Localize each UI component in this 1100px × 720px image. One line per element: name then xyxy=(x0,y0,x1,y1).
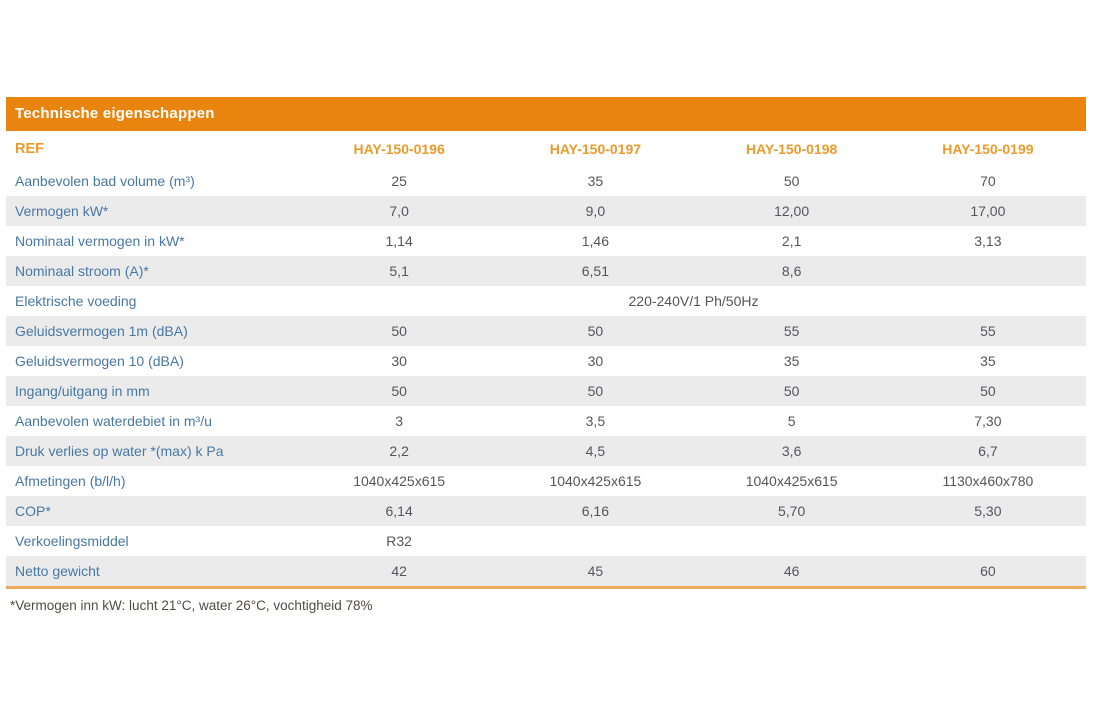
row-value: 5,1 xyxy=(389,263,409,279)
table-row: Ingang/uitgang in mm 50 50 50 50 xyxy=(6,376,1086,406)
row-value: 55 xyxy=(980,323,996,339)
row-label: COP* xyxy=(15,503,51,519)
table-body: Aanbevolen bad volume (m³) 25 35 50 70 Vermog… xyxy=(6,166,1086,586)
table-row: Netto gewicht 42 45 46 60 xyxy=(6,556,1086,586)
row-label: Druk verlies op water *(max) k Pa xyxy=(15,443,224,459)
row-value: 42 xyxy=(391,563,407,579)
row-value: 2,2 xyxy=(389,443,409,459)
column-header: HAY-150-0198 xyxy=(745,140,838,157)
table-row: Verkoelingsmiddel R32 xyxy=(6,526,1086,556)
row-label: Elektrische voeding xyxy=(15,293,137,309)
row-value-span: 220-240V/1 Ph/50Hz xyxy=(628,293,759,309)
row-value: 1040x425x615 xyxy=(745,473,838,489)
row-value: 2,1 xyxy=(781,233,802,249)
table-row: Nominaal stroom (A)* 5,1 6,51 8,6 xyxy=(6,256,1086,286)
table-row: Aanbevolen bad volume (m³) 25 35 50 70 xyxy=(6,166,1086,196)
row-value: 1130x460x780 xyxy=(942,473,1034,489)
row-value: 35 xyxy=(587,173,604,189)
table-row: COP* 6,14 6,16 5,70 5,30 xyxy=(6,496,1086,526)
row-value: 55 xyxy=(783,323,800,339)
row-value: 6,51 xyxy=(581,263,609,279)
row-label: Verkoelingsmiddel xyxy=(15,533,129,549)
table-row: Vermogen kW* 7,0 9,0 12,00 17,00 xyxy=(6,196,1086,226)
row-value: 1,14 xyxy=(385,233,413,249)
row-value: 1040x425x615 xyxy=(353,473,446,489)
row-value: 60 xyxy=(980,563,996,579)
row-value: 50 xyxy=(980,383,996,399)
table-row: Geluidsvermogen 1m (dBA) 50 50 55 55 xyxy=(6,316,1086,346)
row-label: Afmetingen (b/l/h) xyxy=(15,473,126,489)
row-value: 5,70 xyxy=(778,503,806,519)
row-value: 46 xyxy=(783,563,800,579)
row-value: 3,5 xyxy=(585,413,606,429)
table-row: Afmetingen (b/l/h) 1040x425x615 1040x425x6… xyxy=(6,466,1086,496)
table-title-bar: Technische eigenschappen xyxy=(6,97,1086,131)
table-title: Technische eigenschappen xyxy=(15,105,215,122)
row-value: 6,16 xyxy=(581,503,609,519)
row-value: 50 xyxy=(391,323,407,339)
row-label: Geluidsvermogen 10 (dBA) xyxy=(15,353,184,369)
row-value: 3 xyxy=(395,413,404,429)
row-label: Ingang/uitgang in mm xyxy=(15,383,150,399)
row-value: 6,7 xyxy=(978,443,998,459)
row-value: 50 xyxy=(587,323,604,339)
row-value: 1040x425x615 xyxy=(549,473,642,489)
row-value: 7,30 xyxy=(974,413,1002,429)
row-value: R32 xyxy=(386,533,412,549)
row-value: 50 xyxy=(783,173,800,189)
row-value: 5 xyxy=(787,413,796,429)
row-value: 12,00 xyxy=(774,203,810,219)
footnote: *Vermogen inn kW: lucht 21°C, water 26°C… xyxy=(10,598,373,613)
ref-header: REF xyxy=(15,140,44,157)
column-header: HAY-150-0197 xyxy=(549,140,642,157)
row-label: Aanbevolen bad volume (m³) xyxy=(15,173,195,189)
row-value: 25 xyxy=(391,173,407,189)
column-header: HAY-150-0196 xyxy=(353,140,445,157)
row-value: 45 xyxy=(587,563,604,579)
row-value: 70 xyxy=(980,173,996,189)
row-label: Vermogen kW* xyxy=(15,203,109,219)
table-header-row: REF HAY-150-0196 HAY-150-0197 HAY-150-0198… xyxy=(6,131,1086,166)
row-value: 30 xyxy=(391,353,407,369)
row-value: 9,0 xyxy=(585,203,606,219)
row-value: 6,14 xyxy=(385,503,413,519)
row-value: 35 xyxy=(980,353,996,369)
row-value: 50 xyxy=(391,383,407,399)
table-row: Elektrische voeding 220-240V/1 Ph/50Hz xyxy=(6,286,1086,316)
row-label: Nominaal stroom (A)* xyxy=(15,263,149,279)
table-row: Aanbevolen waterdebiet in m³/u 3 3,5 5 7,30 xyxy=(6,406,1086,436)
row-value: 17,00 xyxy=(970,203,1006,219)
row-value: 50 xyxy=(587,383,604,399)
table-row: Nominaal vermogen in kW* 1,14 1,46 2,1 3,13 xyxy=(6,226,1086,256)
row-label: Netto gewicht xyxy=(15,563,100,579)
table-row: Geluidsvermogen 10 (dBA) 30 30 35 35 xyxy=(6,346,1086,376)
row-label: Nominaal vermogen in kW* xyxy=(15,233,185,249)
row-label: Aanbevolen waterdebiet in m³/u xyxy=(15,413,212,429)
row-value: 4,5 xyxy=(585,443,606,459)
row-value: 3,13 xyxy=(974,233,1002,249)
column-header: HAY-150-0199 xyxy=(942,140,1034,157)
row-value: 35 xyxy=(783,353,800,369)
row-value: 30 xyxy=(587,353,604,369)
technical-specs-table: Technische eigenschappen REF HAY-150-019… xyxy=(6,97,1086,589)
row-value: 5,30 xyxy=(974,503,1002,519)
row-value: 1,46 xyxy=(581,233,609,249)
row-value: 8,6 xyxy=(781,263,802,279)
row-value: 3,6 xyxy=(781,443,802,459)
row-value: 7,0 xyxy=(389,203,409,219)
row-label: Geluidsvermogen 1m (dBA) xyxy=(15,323,188,339)
row-value: 50 xyxy=(783,383,800,399)
table-row: Druk verlies op water *(max) k Pa 2,2 4,5 3… xyxy=(6,436,1086,466)
